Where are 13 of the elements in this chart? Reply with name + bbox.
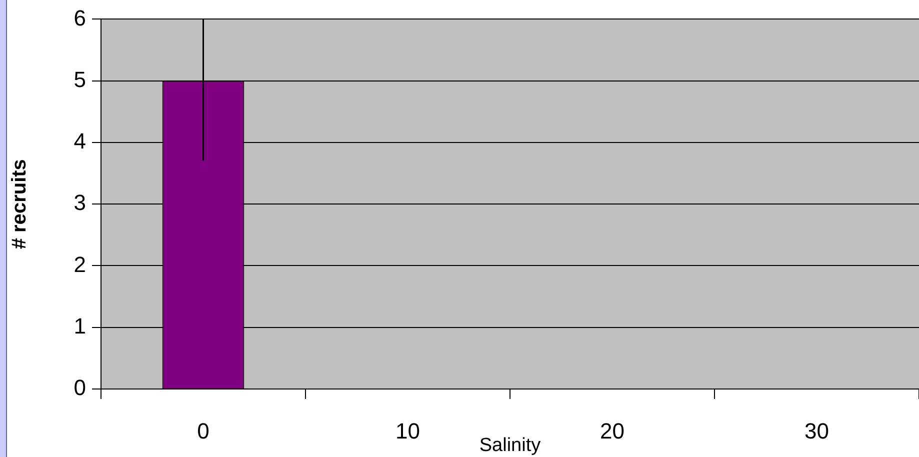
x-tick-label: 0 <box>197 418 210 444</box>
x-tick-label: 20 <box>600 418 624 444</box>
y-tick-label: 4 <box>74 128 86 154</box>
x-tick-label: 30 <box>804 418 829 444</box>
y-tick-label: 2 <box>74 252 86 277</box>
x-tick-label: 10 <box>396 418 420 444</box>
y-tick-label: 6 <box>74 5 86 30</box>
y-tick-label: 3 <box>74 190 86 216</box>
y-tick-label: 1 <box>74 313 86 338</box>
y-tick-label: 5 <box>74 66 86 92</box>
y-axis-title: # recruits <box>8 159 31 250</box>
y-tick-label: 0 <box>74 375 86 400</box>
x-axis-title: Salinity <box>479 434 542 456</box>
